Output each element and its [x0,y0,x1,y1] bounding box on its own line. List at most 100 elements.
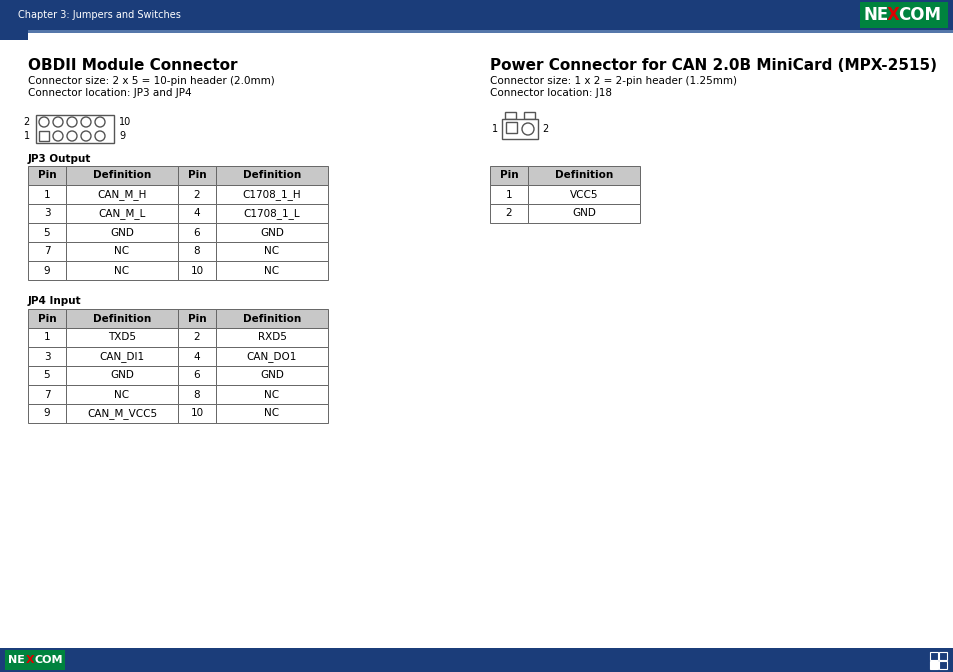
Bar [66,404,178,423]
Bar [215,328,328,347]
Text: X: X [886,6,899,24]
Text: Pin: Pin [38,171,56,181]
Bar [215,366,328,385]
Text: Connector location: JP3 and JP4: Connector location: JP3 and JP4 [28,88,192,98]
Circle shape [521,123,534,135]
Text: C1708_1_H: C1708_1_H [242,189,301,200]
Bar [215,309,328,328]
Text: 1: 1 [505,190,512,200]
Text: 9: 9 [44,409,51,419]
Bar [66,347,178,366]
Text: TXD5: TXD5 [108,333,136,343]
Circle shape [53,117,63,127]
Text: 1: 1 [44,333,51,343]
Text: RXD5: RXD5 [257,333,286,343]
Bar [215,385,328,404]
Text: 3: 3 [44,208,51,218]
Bar [215,185,328,204]
Bar [66,328,178,347]
Text: CAN_M_H: CAN_M_H [97,189,147,200]
Text: 8: 8 [193,247,200,257]
Bar [66,204,178,223]
Text: 9: 9 [44,265,51,276]
Text: Power Connector for CAN 2.0B MiniCard (MPX-2515): Power Connector for CAN 2.0B MiniCard (M… [490,58,936,73]
Text: CAN_DI1: CAN_DI1 [99,351,145,362]
Text: 10: 10 [191,409,203,419]
Text: 4: 4 [193,351,200,362]
Bar [178,385,215,404]
Bar [5,650,65,670]
Bar [938,652,946,660]
Text: Pin: Pin [38,314,56,323]
Text: 1: 1 [24,131,30,141]
Bar [28,204,66,223]
Text: 2: 2 [541,124,548,134]
Text: NC: NC [264,409,279,419]
Text: GND: GND [110,228,133,237]
Text: 2: 2 [193,333,200,343]
Bar [36,115,113,143]
Bar [215,347,328,366]
Text: COM: COM [897,6,940,24]
Bar [66,261,178,280]
Bar [28,185,66,204]
Text: Connector size: 1 x 2 = 2-pin header (1.25mm): Connector size: 1 x 2 = 2-pin header (1.… [490,76,737,86]
Bar [28,385,66,404]
Text: NC: NC [114,247,130,257]
Bar [66,385,178,404]
Text: 2: 2 [505,208,512,218]
Text: 2: 2 [24,117,30,127]
Text: Definition: Definition [243,171,301,181]
Text: NC: NC [264,247,279,257]
Bar [28,404,66,423]
Bar [490,204,527,223]
Circle shape [67,131,77,141]
Bar [178,328,215,347]
Text: NC: NC [114,265,130,276]
Text: NC: NC [264,390,279,399]
Bar [28,347,66,366]
Text: GND: GND [260,228,284,237]
Bar [66,223,178,242]
Bar [929,661,937,669]
Bar [0,30,28,40]
Bar [490,185,527,204]
Bar [178,261,215,280]
Bar [28,328,66,347]
Bar [178,166,215,185]
Text: NC: NC [114,390,130,399]
Text: X: X [26,655,34,665]
Text: CAN_DO1: CAN_DO1 [247,351,297,362]
Text: 5: 5 [44,370,51,380]
Bar [929,652,937,660]
Bar [28,223,66,242]
Circle shape [67,117,77,127]
Bar [490,166,527,185]
Bar [178,223,215,242]
Text: NE: NE [8,655,25,665]
Text: Definition: Definition [92,314,151,323]
Bar [501,119,537,139]
Circle shape [53,131,63,141]
Text: Connector location: J18: Connector location: J18 [490,88,612,98]
Bar [523,112,535,119]
Bar [938,661,946,669]
Bar [66,366,178,385]
Text: C1708_1_L: C1708_1_L [243,208,300,219]
Text: JP4 Input: JP4 Input [28,296,82,306]
Text: 8: 8 [193,390,200,399]
Bar [215,223,328,242]
Circle shape [95,131,105,141]
Text: GND: GND [110,370,133,380]
Bar [215,404,328,423]
Text: COM: COM [35,655,64,665]
Bar [859,2,947,28]
Text: 10: 10 [119,117,132,127]
Bar [215,242,328,261]
Bar [28,261,66,280]
Bar [0,648,953,672]
Bar [178,204,215,223]
Text: Pin: Pin [188,314,206,323]
Bar [527,185,639,204]
Text: VCC5: VCC5 [569,190,598,200]
